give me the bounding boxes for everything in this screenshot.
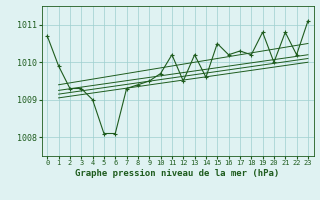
X-axis label: Graphe pression niveau de la mer (hPa): Graphe pression niveau de la mer (hPa)	[76, 169, 280, 178]
